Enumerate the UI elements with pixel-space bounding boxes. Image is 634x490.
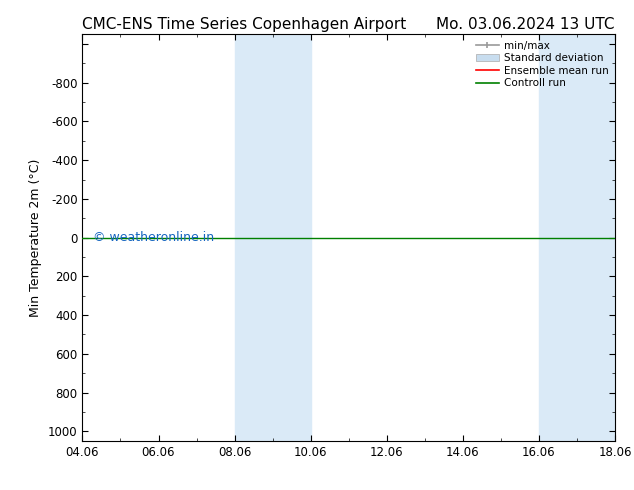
Text: © weatheronline.in: © weatheronline.in: [93, 231, 214, 244]
Legend: min/max, Standard deviation, Ensemble mean run, Controll run: min/max, Standard deviation, Ensemble me…: [473, 37, 612, 92]
Text: Mo. 03.06.2024 13 UTC: Mo. 03.06.2024 13 UTC: [436, 17, 615, 32]
Y-axis label: Min Temperature 2m (°C): Min Temperature 2m (°C): [29, 158, 42, 317]
Bar: [235, 34, 311, 441]
Text: CMC-ENS Time Series Copenhagen Airport: CMC-ENS Time Series Copenhagen Airport: [82, 17, 406, 32]
Bar: [539, 34, 615, 441]
